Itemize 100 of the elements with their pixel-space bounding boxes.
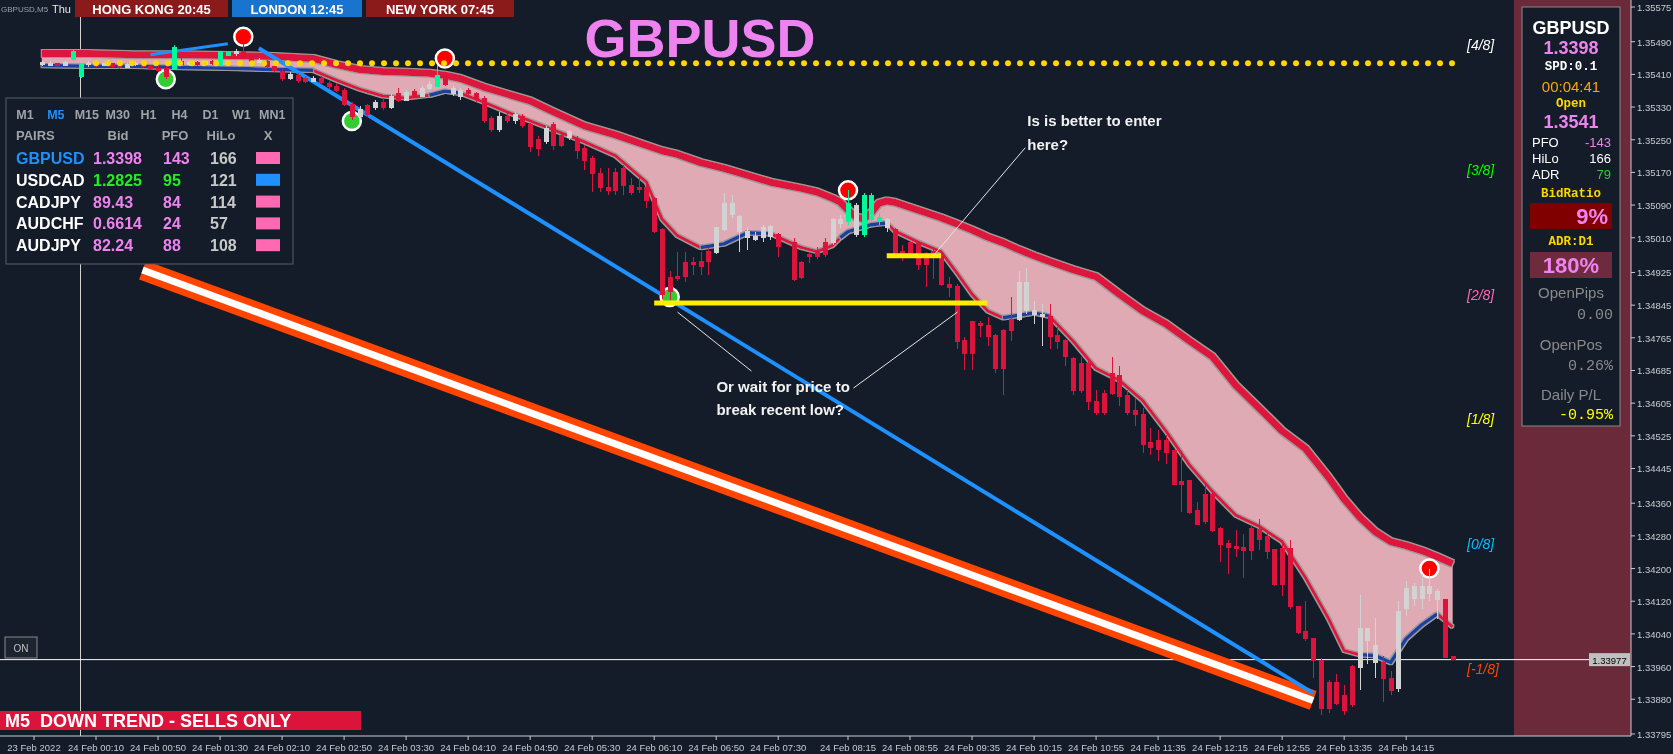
annotation: -143 xyxy=(1584,134,1611,150)
annotation: [2/8] xyxy=(1466,287,1496,303)
annotation: PAIRS xyxy=(16,127,56,143)
y-tick-label: 1.35090 xyxy=(1637,199,1672,211)
annotation: MN1 xyxy=(259,108,286,122)
annotation: 88 xyxy=(163,236,181,254)
annotation: 95 xyxy=(163,171,181,189)
x-tick-label: 24 Feb 09:35 xyxy=(944,741,1001,753)
y-tick-label: 1.34445 xyxy=(1637,463,1672,474)
annotation: 00:04:41 xyxy=(1541,77,1601,95)
x-tick-label: 24 Feb 04:10 xyxy=(440,741,497,753)
annotation: AUDJPY xyxy=(16,236,82,254)
annotation: ADR:D1 xyxy=(1548,235,1594,249)
y-tick-label: 1.35250 xyxy=(1637,134,1672,146)
annotation: BidRatio xyxy=(1540,187,1602,201)
annotation: 1.2825 xyxy=(93,171,143,189)
y-tick-label: 1.34280 xyxy=(1637,530,1672,542)
annotation: Is is better to enter here? xyxy=(1027,111,1162,153)
x-tick-label: 24 Feb 01:30 xyxy=(192,741,249,753)
x-tick-label: 24 Feb 00:50 xyxy=(130,741,187,753)
annotation: [1/8] xyxy=(1466,411,1496,427)
x-tick-label: 24 Feb 00:10 xyxy=(68,741,125,753)
x-tick-label: 24 Feb 12:55 xyxy=(1254,741,1311,753)
annotation: D1 xyxy=(202,108,219,122)
y-tick-label: 1.34120 xyxy=(1637,595,1672,607)
y-tick-label: 1.34685 xyxy=(1637,364,1672,376)
x-tick-label: 24 Feb 11:35 xyxy=(1130,741,1186,753)
annotation: M5 DOWN TREND - SELLS ONLY xyxy=(5,711,292,731)
y-tick-label: 1.34845 xyxy=(1637,299,1672,311)
annotation: USDCAD xyxy=(16,171,85,189)
y-tick-label: 1.34925 xyxy=(1637,266,1672,278)
annotation: 114 xyxy=(210,193,236,211)
x-tick-label: 24 Feb 06:10 xyxy=(626,741,683,753)
annotation: 0.6614 xyxy=(93,214,143,232)
annotation: 121 xyxy=(210,171,237,189)
y-tick-label: 1.35410 xyxy=(1637,68,1672,80)
annotation: [4/8] xyxy=(1466,37,1496,53)
y-tick-label: 1.34360 xyxy=(1637,497,1672,509)
x-tick-label: 24 Feb 07:30 xyxy=(750,741,807,753)
annotation: 166 xyxy=(1589,150,1611,166)
y-tick-label: 1.34200 xyxy=(1637,563,1672,575)
y-tick-label: 1.35490 xyxy=(1637,36,1672,48)
annotation: 57 xyxy=(210,214,228,232)
annotation: 9% xyxy=(1576,203,1608,229)
y-tick-label: 1.33880 xyxy=(1637,693,1672,705)
annotation: -0.95% xyxy=(1558,406,1614,424)
annotation: Daily P/L xyxy=(1540,385,1602,403)
annotation: AUDCHF xyxy=(16,214,84,232)
chart-title: GBPUSD xyxy=(584,8,816,68)
annotation: 1.3398 xyxy=(1543,38,1599,58)
annotation: X xyxy=(263,127,273,143)
annotation: M30 xyxy=(105,108,130,122)
y-tick-label: 1.35575 xyxy=(1637,1,1672,13)
y-tick-label: 1.35330 xyxy=(1637,101,1672,113)
annotation: PFO xyxy=(161,127,189,143)
y-tick-label: 1.35170 xyxy=(1637,166,1672,178)
text: GBPUSD xyxy=(1532,18,1610,38)
annotation: GBPUSD,M5 xyxy=(1,4,49,14)
annotation: NEW YORK 07:45 xyxy=(385,1,495,17)
annotation: H4 xyxy=(171,108,188,122)
y-tick-label: 1.33795 xyxy=(1637,728,1672,740)
y-tick-label: 1.34765 xyxy=(1637,332,1672,344)
annotation: M5 xyxy=(47,108,65,122)
annotation: HiLo xyxy=(206,127,236,143)
x-tick-label: 23 Feb 2022 xyxy=(7,741,61,753)
annotation: 1.3398 xyxy=(93,149,143,167)
x-tick-label: 24 Feb 04:50 xyxy=(502,741,559,753)
annotation: CADJPY xyxy=(16,193,82,211)
x-tick-label: 24 Feb 06:50 xyxy=(688,741,745,753)
y-tick-label: 1.34605 xyxy=(1637,397,1672,409)
annotation: OpenPips xyxy=(1538,283,1604,301)
x-tick-label: 24 Feb 10:55 xyxy=(1068,741,1125,753)
x-tick-label: 24 Feb 14:15 xyxy=(1378,741,1435,753)
annotation: HONG KONG 20:45 xyxy=(92,1,211,17)
annotation: PFO xyxy=(1532,134,1559,150)
annotation: [3/8] xyxy=(1466,162,1496,178)
annotation: HiLo xyxy=(1532,150,1559,166)
y-tick-label: 1.34040 xyxy=(1637,628,1672,640)
x-tick-label: 24 Feb 12:15 xyxy=(1192,741,1249,753)
annotation: Bid xyxy=(107,127,129,143)
x-tick-label: 24 Feb 10:15 xyxy=(1006,741,1063,753)
annotation: 0.26% xyxy=(1567,357,1614,375)
x-tick-label: 24 Feb 08:55 xyxy=(882,741,939,753)
annotation: 166 xyxy=(210,149,237,167)
annotation: 79 xyxy=(1596,166,1611,182)
text: ON xyxy=(13,642,29,654)
annotation: 180% xyxy=(1542,252,1600,278)
y-tick-label: 1.35010 xyxy=(1637,232,1672,244)
annotation: Open xyxy=(1555,97,1587,111)
annotation: 1.3541 xyxy=(1543,112,1599,132)
annotation: OpenPos xyxy=(1539,335,1603,353)
annotation: Thu xyxy=(52,3,71,15)
annotation: 143 xyxy=(163,149,190,167)
x-tick-label: 24 Feb 02:50 xyxy=(316,741,373,753)
annotation: H1 xyxy=(140,108,157,122)
annotation: GBPUSD xyxy=(16,149,85,167)
x-tick-label: 24 Feb 05:30 xyxy=(564,741,621,753)
y-tick-label: 1.34525 xyxy=(1637,430,1672,442)
annotation: [0/8] xyxy=(1466,536,1496,552)
annotation: 82.24 xyxy=(93,236,134,254)
